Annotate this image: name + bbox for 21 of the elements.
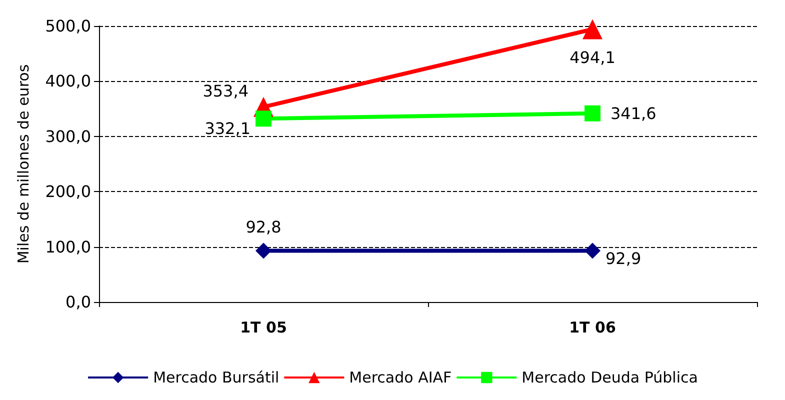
data-label: 494,1	[570, 48, 616, 67]
data-label: 353,4	[202, 81, 248, 100]
data-label: 92,8	[246, 217, 282, 236]
y-axis-title: Miles de millones de euros	[14, 64, 32, 264]
legend-label: Mercado Bursátil	[153, 368, 280, 386]
y-tick-label: 200,0	[45, 182, 91, 202]
y-tick-label: 300,0	[45, 126, 91, 146]
legend-label: Mercado Deuda Pública	[522, 368, 698, 386]
y-tick-label: 500,0	[45, 16, 91, 36]
legend-label: Mercado AIAF	[349, 368, 452, 386]
y-tick-label: 100,0	[45, 237, 91, 256]
point	[256, 242, 272, 259]
y-tick-label: 400,0	[45, 72, 91, 91]
y-tick-label: 0,0	[66, 292, 91, 312]
data-label: 332,1	[204, 119, 250, 138]
data-label: 341,6	[610, 104, 656, 123]
data-label: 92,9	[606, 249, 642, 268]
point	[584, 105, 600, 122]
point	[584, 242, 600, 259]
x-tick-label: 1T 05	[240, 318, 287, 336]
x-tick-label: 1T 06	[569, 318, 616, 336]
